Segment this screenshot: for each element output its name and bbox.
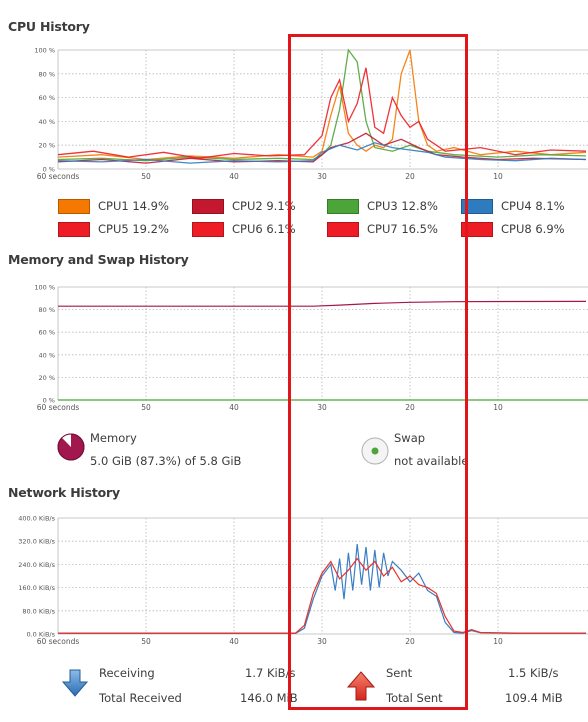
net-x-tick-label: 20: [405, 637, 415, 646]
mem-y-tick-label: 100 %: [34, 284, 55, 292]
cpu-legend-item[interactable]: CPU5 19.2%: [58, 221, 169, 237]
net-y-tick-label: 80.0 KiB/s: [22, 607, 55, 615]
net-x-tick-label: 30: [317, 637, 327, 646]
total-received-label: Total Received: [99, 691, 182, 705]
swap-detail: not available: [394, 454, 469, 468]
mem-y-tick-label: 80 %: [38, 306, 55, 314]
cpu-x-tick-label: 10: [493, 172, 503, 181]
cpu-x-tick-label: 30: [317, 172, 327, 181]
net-x-tick-label: 50: [141, 637, 151, 646]
cpu-y-tick-label: 0 %: [43, 166, 55, 174]
net-y-tick-label: 160.0 KiB/s: [18, 584, 55, 592]
download-arrow-icon: [62, 669, 88, 697]
cpu-color-swatch[interactable]: [327, 221, 359, 237]
cpu-history-title: CPU History: [8, 19, 90, 34]
mem-x-tick-label: 60 seconds: [37, 403, 80, 412]
network-history-title: Network History: [8, 485, 120, 500]
cpu-y-tick-label: 80 %: [38, 70, 55, 78]
cpu-color-swatch[interactable]: [192, 198, 224, 214]
cpu-legend-label: CPU2 9.1%: [232, 199, 296, 213]
cpu-legend-label: CPU8 6.9%: [501, 222, 565, 236]
mem-x-tick-label: 30: [317, 403, 327, 412]
cpu-y-tick-label: 20 %: [38, 142, 55, 150]
total-sent-label: Total Sent: [386, 691, 443, 705]
cpu-legend-label: CPU4 8.1%: [501, 199, 565, 213]
memory-history-graph: 100 % 80 % 60 % 40 % 20 % 0 %60 seconds 50 40 30…: [34, 284, 588, 412]
net-y-tick-label: 320.0 KiB/s: [18, 538, 55, 546]
cpu-legend-label: CPU7 16.5%: [367, 222, 438, 236]
memory-label: Memory: [90, 431, 137, 445]
cpu-legend-item[interactable]: CPU2 9.1%: [192, 198, 296, 214]
net-x-tick-label: 10: [493, 637, 503, 646]
cpu-trace-line: [57, 67, 587, 159]
cpu-x-tick-label: 50: [141, 172, 151, 181]
mem-y-tick-label: 60 %: [38, 329, 55, 337]
cpu-x-tick-label: 20: [405, 172, 415, 181]
cpu-legend-label: CPU6 6.1%: [232, 222, 296, 236]
total-sent-value: 109.4 MiB: [505, 691, 563, 705]
cpu-legend-item[interactable]: CPU7 16.5%: [327, 221, 438, 237]
memory-pie-icon: [57, 433, 85, 461]
memory-trace-line: [58, 300, 587, 307]
receiving-trace-line: [58, 544, 586, 634]
cpu-color-swatch[interactable]: [461, 198, 493, 214]
mem-y-tick-label: 40 %: [38, 351, 55, 359]
mem-x-tick-label: 10: [493, 403, 503, 412]
cpu-x-tick-label: 60 seconds: [37, 172, 80, 181]
cpu-trace-line: [57, 132, 587, 164]
cpu-color-swatch[interactable]: [192, 221, 224, 237]
cpu-history-graph: 100 % 80 % 60 % 40 % 20 % 0 %60 seconds 50 40 30…: [34, 47, 588, 181]
cpu-legend-item[interactable]: CPU4 8.1%: [461, 198, 565, 214]
mem-y-tick-label: 0 %: [43, 397, 55, 405]
cpu-color-swatch[interactable]: [58, 221, 90, 237]
mem-y-tick-label: 20 %: [38, 374, 55, 382]
swap-pie-icon: [361, 437, 389, 465]
total-received-value: 146.0 MiB: [240, 691, 298, 705]
mem-x-tick-label: 20: [405, 403, 415, 412]
net-y-tick-label: 400.0 KiB/s: [18, 515, 55, 523]
cpu-color-swatch[interactable]: [327, 198, 359, 214]
memory-detail: 5.0 GiB (87.3%) of 5.8 GiB: [90, 454, 242, 468]
cpu-legend-label: CPU1 14.9%: [98, 199, 169, 213]
sent-trace-line: [58, 557, 586, 634]
net-y-tick-label: 0.0 KiB/s: [26, 631, 55, 639]
mem-x-tick-label: 50: [141, 403, 151, 412]
swap-label: Swap: [394, 431, 426, 445]
cpu-legend-label: CPU5 19.2%: [98, 222, 169, 236]
cpu-trace-line: [57, 142, 587, 164]
sent-label: Sent: [386, 666, 413, 680]
net-x-tick-label: 60 seconds: [37, 637, 80, 646]
cpu-trace-line: [57, 49, 587, 161]
receiving-label: Receiving: [99, 666, 155, 680]
cpu-legend-item[interactable]: CPU6 6.1%: [192, 221, 296, 237]
cpu-y-tick-label: 100 %: [34, 47, 55, 55]
mem-x-tick-label: 40: [229, 403, 239, 412]
cpu-legend-item[interactable]: CPU3 12.8%: [327, 198, 438, 214]
sent-value: 1.5 KiB/s: [508, 666, 559, 680]
net-x-tick-label: 40: [229, 637, 239, 646]
receiving-value: 1.7 KiB/s: [245, 666, 296, 680]
memory-history-title: Memory and Swap History: [8, 252, 189, 267]
upload-arrow-icon: [347, 671, 375, 701]
cpu-legend-item[interactable]: CPU1 14.9%: [58, 198, 169, 214]
cpu-color-swatch[interactable]: [58, 198, 90, 214]
cpu-y-tick-label: 60 %: [38, 94, 55, 102]
cpu-legend-item[interactable]: CPU8 6.9%: [461, 221, 565, 237]
cpu-legend-label: CPU3 12.8%: [367, 199, 438, 213]
cpu-color-swatch[interactable]: [461, 221, 493, 237]
net-y-tick-label: 240.0 KiB/s: [18, 561, 55, 569]
cpu-x-tick-label: 40: [229, 172, 239, 181]
cpu-y-tick-label: 40 %: [38, 118, 55, 126]
